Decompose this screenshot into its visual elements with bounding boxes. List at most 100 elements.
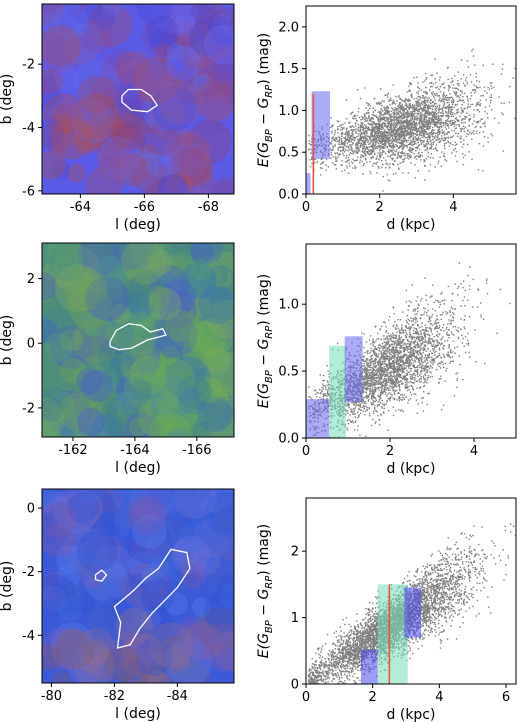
data-point: [373, 351, 375, 354]
data-point: [419, 97, 422, 99]
data-point: [361, 150, 363, 153]
data-point: [399, 332, 401, 335]
data-point: [371, 133, 373, 136]
data-point: [363, 365, 366, 367]
data-point: [428, 318, 431, 321]
data-point: [417, 170, 419, 172]
data-point: [397, 113, 399, 115]
data-point: [415, 399, 418, 401]
data-point: [429, 82, 431, 84]
data-point: [413, 153, 415, 155]
data-point: [422, 361, 424, 364]
data-point: [375, 163, 377, 165]
data-point: [442, 83, 444, 86]
map-texture-blob: [129, 356, 168, 395]
data-point: [405, 111, 407, 114]
data-point: [443, 134, 446, 136]
data-point: [422, 81, 424, 83]
map-texture-blob: [97, 136, 142, 180]
data-point: [432, 339, 434, 342]
map-texture-blob: [157, 174, 188, 194]
data-point: [421, 370, 424, 372]
data-point: [409, 111, 412, 113]
data-point: [407, 124, 409, 126]
data-point: [347, 134, 349, 137]
data-point: [374, 109, 377, 112]
data-point: [321, 167, 323, 169]
data-point: [369, 145, 372, 148]
data-point: [397, 110, 400, 113]
data-point: [382, 147, 384, 149]
data-point: [386, 363, 388, 365]
data-point: [447, 113, 449, 115]
data-point: [382, 175, 384, 178]
data-point: [366, 383, 368, 385]
data-point: [387, 120, 389, 122]
data-point: [433, 343, 435, 345]
data-point: [354, 167, 356, 170]
data-point: [389, 156, 391, 158]
data-point: [409, 105, 411, 107]
data-point: [409, 154, 411, 156]
data-point: [403, 145, 405, 148]
data-point: [370, 424, 373, 427]
data-point: [399, 352, 401, 354]
map-texture-blob: [147, 250, 173, 276]
data-point: [403, 161, 405, 163]
data-point: [414, 164, 416, 166]
data-point: [419, 111, 422, 114]
data-point: [364, 118, 366, 120]
data-point: [438, 128, 440, 131]
map-texture-blob: [77, 335, 111, 369]
data-point: [422, 307, 425, 309]
data-point: [376, 147, 378, 150]
data-point: [348, 141, 350, 143]
data-point: [454, 118, 457, 120]
data-point: [372, 402, 375, 404]
data-point: [460, 99, 462, 102]
data-point: [367, 395, 369, 397]
data-point: [416, 412, 418, 414]
data-point: [355, 152, 357, 154]
data-point: [403, 135, 405, 137]
data-point: [409, 353, 411, 356]
data-point: [372, 145, 374, 148]
data-point: [424, 99, 426, 101]
data-point: [355, 143, 357, 145]
data-point: [379, 328, 381, 331]
data-point: [427, 122, 429, 124]
data-point: [489, 96, 491, 98]
data-point: [428, 118, 430, 120]
data-point: [395, 141, 397, 143]
data-point: [378, 125, 380, 127]
data-point: [388, 132, 390, 135]
data-point: [427, 125, 430, 127]
data-point: [338, 139, 341, 142]
map-texture-blob: [129, 160, 158, 189]
data-point: [359, 129, 362, 132]
y-tick-label: -4: [22, 121, 35, 136]
data-point: [418, 87, 421, 90]
data-point: [414, 393, 417, 395]
data-point: [368, 129, 371, 131]
data-point: [429, 371, 431, 373]
data-point: [379, 120, 381, 123]
data-point: [470, 92, 472, 94]
data-point: [411, 385, 413, 388]
data-point: [398, 167, 400, 169]
data-point: [392, 116, 394, 118]
data-point: [424, 380, 426, 382]
data-point: [443, 143, 446, 145]
data-point: [405, 125, 408, 127]
map-texture-blob: [188, 320, 227, 359]
data-point: [336, 140, 338, 143]
data-point: [391, 131, 394, 134]
data-point: [440, 408, 443, 411]
data-point: [393, 128, 395, 130]
data-point: [399, 136, 402, 138]
data-point: [442, 124, 445, 126]
data-point: [471, 103, 474, 106]
data-point: [433, 136, 435, 139]
data-point: [412, 352, 415, 355]
data-point: [429, 119, 431, 122]
